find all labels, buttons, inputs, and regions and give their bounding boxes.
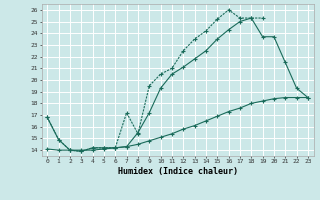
X-axis label: Humidex (Indice chaleur): Humidex (Indice chaleur) xyxy=(118,167,237,176)
